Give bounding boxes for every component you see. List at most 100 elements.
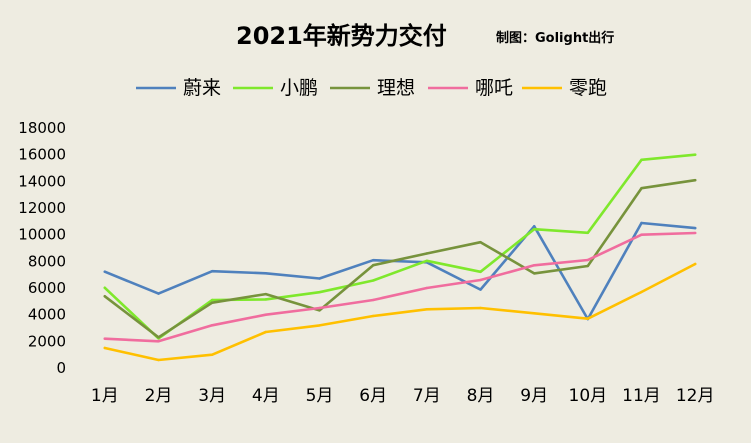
x-tick-label: 7月	[413, 386, 441, 406]
data-point	[425, 308, 429, 311]
data-point	[479, 270, 482, 274]
legend-item: 理想	[330, 77, 415, 99]
data-point	[586, 258, 590, 262]
data-point	[640, 233, 643, 236]
data-point	[103, 270, 107, 273]
data-point	[693, 262, 697, 266]
data-point	[425, 259, 429, 262]
legend-item: 哪吒	[428, 77, 513, 99]
x-tick-label: 3月	[198, 386, 226, 406]
data-point	[264, 292, 268, 296]
data-point	[640, 290, 643, 294]
series-line	[103, 153, 697, 340]
data-point	[532, 272, 536, 275]
data-point	[264, 330, 268, 334]
chart-title: 2021年新势力交付	[236, 22, 447, 50]
data-point	[210, 270, 214, 273]
data-point	[532, 225, 536, 228]
x-axis: 1月 2月 3月 4月 5月 6月 7月 8月 9月 10月 11月 12月	[91, 386, 715, 406]
legend-label: 零跑	[569, 77, 607, 99]
series-lines	[103, 153, 697, 362]
y-tick-label: 16000	[18, 146, 66, 164]
data-point	[371, 263, 375, 267]
y-tick-label: 12000	[18, 199, 66, 217]
x-tick-label: 9月	[520, 386, 548, 406]
data-point	[371, 259, 375, 262]
y-tick-label: 10000	[18, 226, 66, 244]
y-tick-label: 8000	[28, 252, 66, 270]
data-point	[479, 278, 482, 282]
data-point	[318, 277, 321, 280]
legend-item: 蔚来	[136, 77, 221, 99]
data-point	[103, 295, 107, 298]
y-tick-label: 6000	[28, 279, 66, 297]
data-point	[693, 231, 697, 235]
y-tick-label: 0	[56, 359, 66, 377]
data-point	[479, 306, 482, 310]
data-point	[640, 158, 643, 162]
x-tick-label: 8月	[467, 386, 495, 406]
y-tick-label: 18000	[18, 119, 66, 137]
x-tick-label: 2月	[145, 386, 173, 406]
data-point	[157, 336, 160, 339]
legend-item: 小鹏	[233, 77, 318, 99]
data-point	[318, 309, 321, 312]
y-tick-label: 4000	[28, 306, 66, 324]
data-point	[264, 272, 268, 275]
x-tick-label: 12月	[676, 386, 715, 406]
data-point	[157, 340, 160, 343]
data-point	[693, 226, 697, 230]
data-point	[479, 288, 482, 291]
y-tick-label: 14000	[18, 172, 66, 190]
x-tick-label: 10月	[569, 386, 608, 406]
series-line	[103, 221, 697, 321]
x-tick-label: 5月	[306, 386, 334, 406]
data-point	[264, 313, 268, 316]
y-axis: 0 2000 4000 6000 8000 10000 12000 14000 16000 180…	[18, 119, 66, 377]
data-point	[210, 298, 214, 302]
data-point	[210, 301, 214, 304]
data-point	[371, 279, 375, 282]
legend: 蔚来 小鹏 理想 哪吒 零跑	[136, 77, 607, 99]
data-point	[693, 178, 697, 182]
data-point	[318, 290, 321, 294]
series-line	[103, 178, 697, 339]
data-point	[103, 337, 107, 340]
data-point	[318, 324, 321, 327]
data-point	[532, 264, 536, 267]
data-point	[693, 153, 697, 156]
data-point	[640, 187, 643, 190]
data-point	[318, 306, 321, 310]
data-point	[103, 286, 107, 289]
data-point	[479, 241, 482, 244]
legend-label: 理想	[377, 77, 415, 99]
legend-label: 小鹏	[280, 77, 318, 99]
y-tick-label: 2000	[28, 332, 66, 350]
legend-item: 零跑	[522, 77, 607, 99]
data-point	[425, 252, 429, 255]
series-line	[103, 262, 697, 362]
data-point	[532, 227, 536, 231]
data-point	[371, 298, 375, 302]
x-tick-label: 6月	[359, 386, 387, 406]
x-tick-label: 1月	[91, 386, 119, 406]
data-point	[103, 346, 107, 350]
series-line	[103, 231, 697, 343]
legend-label: 蔚来	[183, 77, 221, 99]
data-point	[532, 312, 536, 315]
data-point	[210, 324, 214, 327]
x-tick-label: 4月	[252, 386, 280, 406]
chart-subtitle: 制图：Golight出行	[496, 30, 614, 46]
data-point	[425, 286, 429, 290]
data-point	[640, 221, 643, 225]
data-point	[586, 264, 590, 268]
data-point	[210, 353, 214, 356]
data-point	[586, 231, 590, 235]
data-point	[586, 317, 590, 320]
data-point	[157, 292, 160, 295]
data-point	[157, 358, 160, 362]
legend-label: 哪吒	[475, 77, 513, 99]
data-point	[264, 298, 268, 301]
